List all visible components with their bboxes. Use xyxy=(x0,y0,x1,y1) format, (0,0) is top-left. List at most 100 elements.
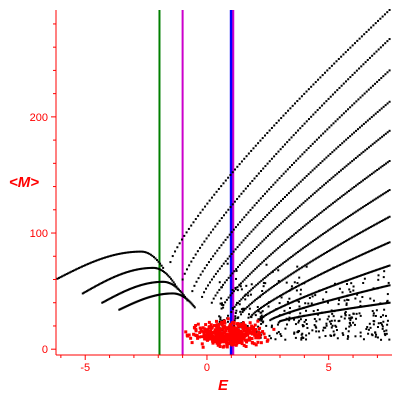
black-point xyxy=(300,338,303,341)
black-point xyxy=(340,242,343,245)
black-point xyxy=(318,318,321,321)
black-point xyxy=(212,255,215,258)
black-point xyxy=(190,302,193,305)
black-point xyxy=(165,292,168,295)
black-point xyxy=(263,291,266,294)
black-point xyxy=(259,242,262,245)
black-point xyxy=(109,297,112,300)
black-point xyxy=(260,311,263,314)
black-point xyxy=(185,297,188,300)
black-point xyxy=(368,117,371,120)
black-point xyxy=(300,337,303,340)
black-point xyxy=(157,260,160,263)
black-point xyxy=(293,309,296,312)
black-point xyxy=(362,281,365,284)
black-point xyxy=(341,219,344,222)
black-point xyxy=(126,270,129,273)
black-point xyxy=(332,122,335,125)
black-point xyxy=(272,229,275,232)
black-point xyxy=(256,282,259,285)
black-point xyxy=(374,223,377,226)
black-point xyxy=(275,267,278,270)
black-point xyxy=(234,248,237,251)
black-point xyxy=(260,318,263,321)
black-point xyxy=(314,216,317,219)
black-point xyxy=(252,300,255,303)
black-point xyxy=(382,302,385,305)
black-point xyxy=(158,293,161,296)
black-point xyxy=(286,311,289,314)
black-point xyxy=(225,211,228,214)
black-point xyxy=(352,312,355,315)
black-point xyxy=(259,336,262,339)
black-point xyxy=(386,323,389,326)
black-point xyxy=(299,293,302,296)
black-point xyxy=(234,168,237,171)
black-point xyxy=(266,162,269,165)
black-point xyxy=(372,270,375,273)
black-point xyxy=(191,303,194,306)
black-point xyxy=(262,304,265,307)
black-point xyxy=(129,287,132,290)
red-point xyxy=(240,331,244,335)
black-point xyxy=(336,118,339,121)
black-point xyxy=(342,53,345,56)
black-point xyxy=(349,259,352,262)
black-point xyxy=(342,308,345,311)
black-point xyxy=(283,143,286,146)
black-point xyxy=(122,252,125,255)
black-point xyxy=(381,165,384,168)
black-point xyxy=(236,286,239,289)
black-point xyxy=(325,230,328,233)
black-point xyxy=(143,251,146,254)
black-point xyxy=(388,69,391,72)
black-point xyxy=(348,314,351,317)
red-point xyxy=(226,317,230,321)
black-point xyxy=(384,334,387,337)
black-point xyxy=(91,287,94,290)
black-point xyxy=(308,261,311,264)
black-point xyxy=(353,257,356,260)
black-point xyxy=(165,273,168,276)
black-point xyxy=(348,322,351,325)
black-point xyxy=(340,220,343,223)
black-point xyxy=(255,310,258,313)
black-point xyxy=(261,261,264,264)
black-point xyxy=(87,262,90,265)
black-point xyxy=(280,294,283,297)
black-point xyxy=(347,278,350,281)
black-point xyxy=(187,299,190,302)
black-point xyxy=(299,315,302,318)
black-point xyxy=(265,263,268,266)
red-point xyxy=(187,333,191,337)
black-point xyxy=(378,303,381,306)
black-point xyxy=(255,174,258,177)
black-point xyxy=(299,155,302,158)
black-point xyxy=(340,84,343,87)
red-point xyxy=(248,338,252,342)
black-point xyxy=(227,276,230,279)
black-point xyxy=(331,312,334,315)
black-point xyxy=(380,219,383,222)
red-point xyxy=(242,343,246,347)
black-point xyxy=(268,233,271,236)
black-point xyxy=(310,85,313,88)
black-point xyxy=(335,329,338,332)
black-point xyxy=(358,67,361,70)
black-point xyxy=(274,338,277,341)
black-point xyxy=(302,201,305,204)
black-point xyxy=(367,332,370,335)
black-point xyxy=(125,271,128,274)
black-point xyxy=(272,207,275,210)
black-point xyxy=(355,292,358,295)
black-point xyxy=(305,263,308,266)
black-point xyxy=(354,157,357,160)
black-point xyxy=(336,244,339,247)
black-point xyxy=(372,314,375,317)
black-point xyxy=(357,306,360,309)
black-point xyxy=(188,300,191,303)
black-point xyxy=(232,250,235,253)
black-point xyxy=(277,330,280,333)
black-point xyxy=(197,277,200,280)
